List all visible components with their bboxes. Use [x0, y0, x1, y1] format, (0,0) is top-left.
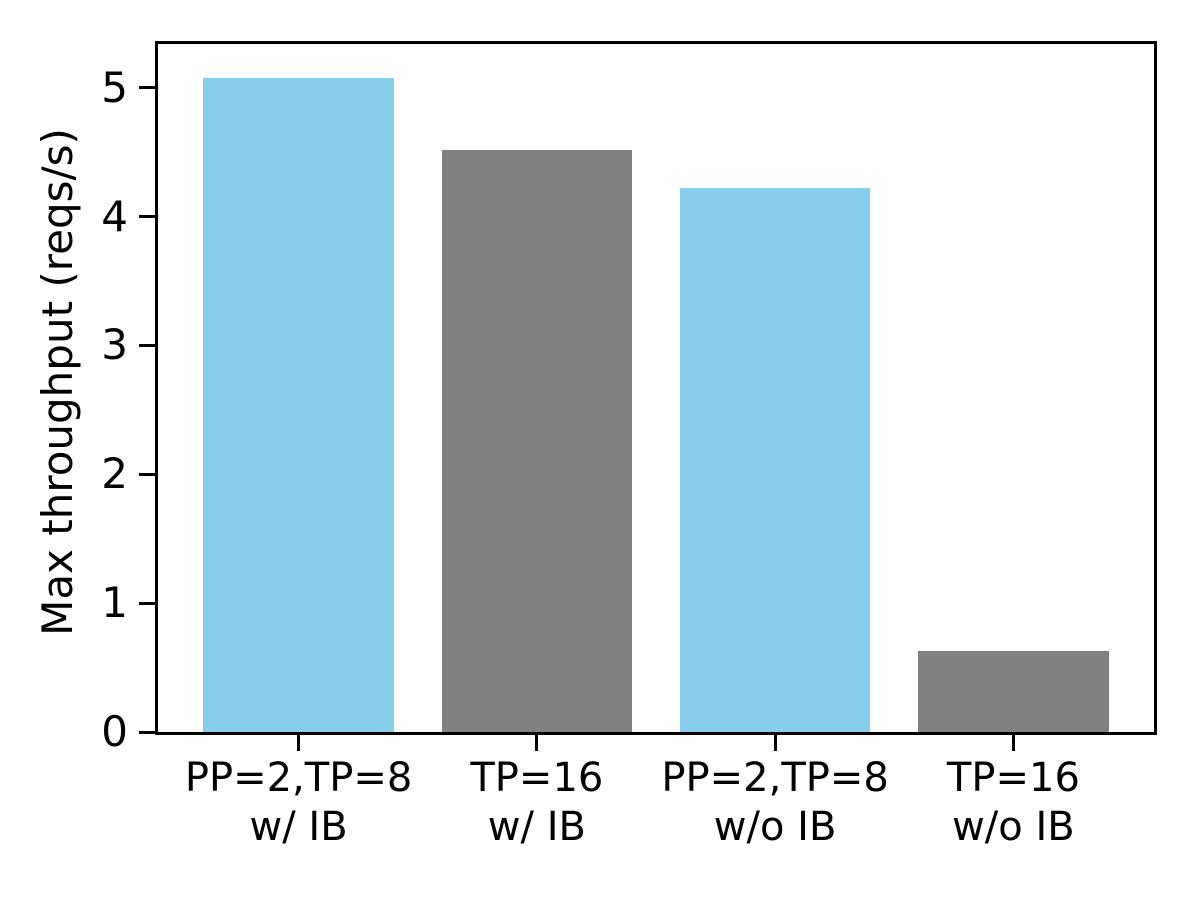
y-tick-mark: [139, 343, 158, 347]
y-axis-label: Max throughput (reqs/s): [33, 128, 82, 636]
bar-3: [918, 650, 1109, 732]
y-tick-label: 2: [101, 449, 128, 499]
y-tick-mark: [139, 86, 158, 90]
y-tick-mark: [139, 215, 158, 219]
x-tick-mark: [297, 732, 301, 751]
x-tick-label: PP=2,TP=8 w/ IB: [184, 755, 413, 850]
y-tick-label: 1: [101, 578, 128, 628]
y-tick-label: 4: [101, 191, 128, 241]
y-tick-label: 3: [101, 320, 128, 370]
x-tick-label: TP=16 w/ IB: [470, 755, 604, 850]
bar-1: [441, 149, 633, 732]
x-tick-mark: [535, 732, 539, 751]
x-tick-mark: [773, 732, 777, 751]
x-tick-label: PP=2,TP=8 w/o IB: [661, 755, 889, 850]
y-tick-label: 5: [101, 62, 128, 112]
x-tick-label: TP=16 w/o IB: [946, 755, 1080, 850]
bar-2: [679, 188, 871, 732]
y-tick-mark: [139, 601, 158, 605]
y-tick-mark: [139, 472, 158, 476]
plot-area: 0 1 2 3 4 5 PP=2,TP=8 w/ IB TP=16 w/ IB PP=2,TP=…: [101, 41, 1157, 850]
y-tick-mark: [139, 730, 158, 734]
bar-0: [203, 77, 394, 732]
x-tick-mark: [1011, 732, 1015, 751]
y-tick-label: 0: [101, 707, 128, 756]
